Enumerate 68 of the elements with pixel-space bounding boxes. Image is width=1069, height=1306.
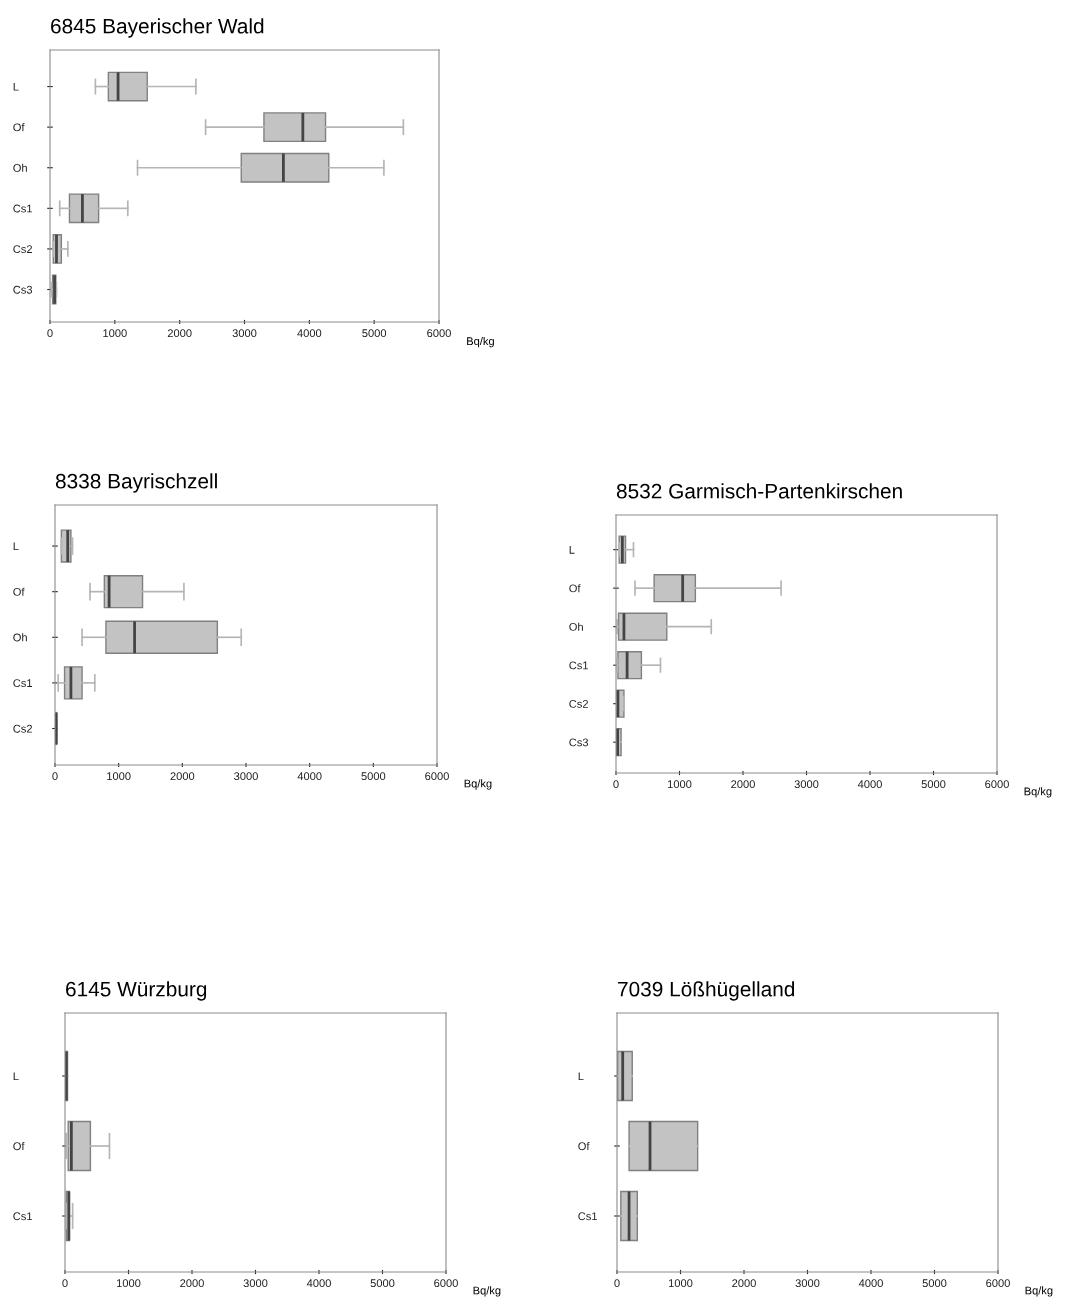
x-tick-label: 3000	[232, 329, 257, 338]
x-tick-label: 2000	[732, 1279, 756, 1288]
y-tick-label: Of	[13, 123, 25, 132]
x-tick-label: 0	[613, 780, 619, 789]
x-tick-label: 4000	[857, 780, 882, 789]
chart-title: 6845 Bayerischer Wald	[51, 18, 264, 38]
x-tick-label: 0	[47, 329, 53, 338]
x-tick-label: 0	[52, 772, 58, 781]
y-tick-label: Oh	[13, 163, 27, 172]
y-tick-label: Cs1	[578, 1212, 597, 1221]
x-axis-title: Bq/kg	[473, 1286, 501, 1297]
x-axis-title: Bq/kg	[1025, 1286, 1053, 1297]
x-tick-label: 5000	[361, 772, 386, 781]
x-tick-label: 1000	[103, 329, 127, 338]
x-tick-label: 0	[62, 1279, 68, 1288]
y-tick-label: Cs2	[569, 699, 588, 708]
x-axis-title: Bq/kg	[467, 336, 494, 348]
x-tick-label: 3000	[234, 772, 258, 781]
x-tick-label: 4000	[297, 772, 322, 781]
y-tick-label: Oh	[13, 633, 27, 642]
y-tick-label: L	[13, 542, 19, 551]
y-tick-label: Of	[13, 587, 25, 596]
y-tick-label: Cs3	[13, 285, 33, 294]
x-tick-label: 6000	[986, 1279, 1010, 1288]
y-tick-label: Cs3	[569, 738, 589, 747]
x-tick-label: 3000	[794, 780, 819, 789]
x-tick-label: 2000	[731, 780, 755, 789]
y-tick-label: Cs1	[13, 204, 32, 213]
y-tick-label: L	[569, 546, 575, 554]
x-tick-label: 6000	[427, 329, 451, 338]
x-tick-label: 2000	[170, 772, 195, 781]
x-tick-label: 1000	[667, 780, 692, 789]
x-tick-label: 2000	[180, 1279, 204, 1288]
y-tick-label: Cs2	[13, 724, 32, 733]
y-tick-label: Of	[569, 584, 581, 593]
x-tick-label: 3000	[243, 1279, 268, 1288]
x-axis-title: Bq/kg	[464, 779, 492, 790]
y-tick-label: Oh	[569, 622, 583, 631]
x-tick-label: 3000	[795, 1279, 820, 1288]
x-tick-label: 1000	[116, 1279, 141, 1288]
y-tick-label: Cs1	[569, 661, 588, 670]
chart-title: 7039 Lößhügelland	[618, 981, 795, 1001]
x-tick-label: 4000	[858, 1279, 883, 1288]
x-tick-label: 5000	[922, 1279, 947, 1288]
x-tick-label: 2000	[167, 329, 192, 338]
y-tick-label: Cs1	[13, 1212, 32, 1221]
x-tick-label: 1000	[668, 1279, 693, 1288]
y-tick-label: Cs1	[13, 679, 32, 688]
x-tick-label: 0	[614, 1279, 620, 1288]
y-tick-label: L	[13, 82, 19, 91]
y-tick-label: L	[578, 1072, 584, 1081]
x-tick-label: 6000	[425, 772, 449, 781]
x-tick-label: 5000	[362, 329, 387, 338]
y-tick-label: Of	[13, 1141, 25, 1151]
chart-title: 8338 Bayrischzell	[55, 473, 217, 493]
y-tick-label: Of	[578, 1141, 590, 1151]
x-tick-label: 4000	[306, 1279, 331, 1288]
x-tick-label: 6000	[985, 780, 1009, 789]
x-tick-label: 5000	[370, 1279, 395, 1288]
x-tick-label: 6000	[434, 1279, 458, 1288]
chart-title: 8532 Garmisch-Partenkirschen	[616, 483, 902, 499]
x-axis-title: Bq/kg	[1024, 787, 1052, 798]
x-tick-label: 5000	[921, 780, 946, 789]
chart-title: 6145 Würzburg	[66, 981, 207, 1001]
y-tick-label: Cs2	[13, 245, 32, 254]
x-tick-label: 1000	[107, 772, 131, 781]
x-tick-label: 4000	[297, 329, 322, 338]
y-tick-label: L	[13, 1072, 19, 1081]
